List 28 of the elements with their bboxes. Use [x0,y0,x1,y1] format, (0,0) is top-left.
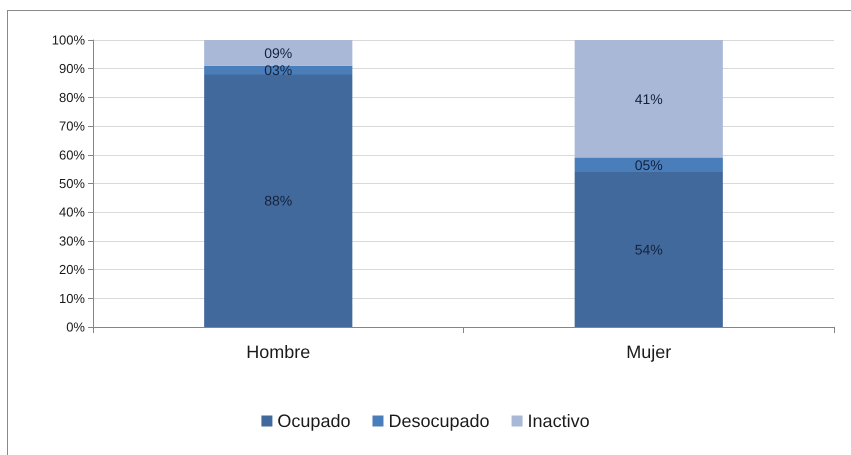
x-tick-label: Mujer [626,342,672,362]
bar [574,158,723,172]
bar [204,66,352,74]
bar [574,172,723,327]
legend-label: Inactivo [528,411,590,431]
bar [204,40,352,66]
y-tick-label: 80% [58,90,86,105]
data-label: 41% [634,90,663,107]
bar [204,74,352,327]
y-tick-label: 10% [58,290,86,306]
y-tick-label: 60% [58,147,86,162]
y-tick-label: 100% [52,32,86,48]
y-tick-label: 90% [58,61,86,76]
bar [574,40,723,158]
y-tick-label: 30% [58,233,86,248]
y-tick-label: 50% [58,176,86,191]
x-tick-label: Hombre [246,342,310,362]
data-label: 09% [264,44,292,61]
data-label: 88% [264,192,292,209]
data-label: 03% [264,62,292,78]
data-label: 54% [634,242,663,258]
y-tick-label: 0% [66,320,86,334]
legend-label: Ocupado [277,411,350,431]
y-tick-label: 20% [58,262,86,278]
y-tick-label: 70% [58,118,86,134]
data-label: 05% [634,156,663,173]
legend-label: Desocupado [388,411,490,431]
y-tick-label: 40% [58,204,86,220]
